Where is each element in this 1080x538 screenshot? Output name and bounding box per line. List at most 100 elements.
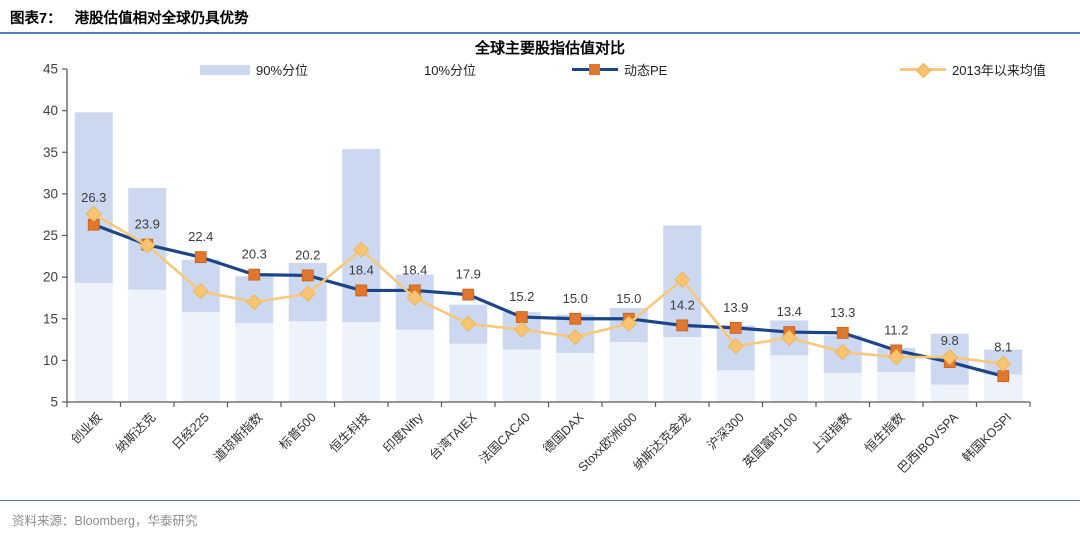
mean-marker-diamond — [85, 205, 102, 222]
bar-10pct — [74, 282, 113, 402]
mean-marker-diamond — [567, 328, 584, 346]
x-axis-category-label: 印度Nifty — [380, 409, 426, 455]
figure-footer: 资料来源：Bloomberg，华泰研究 — [0, 500, 1080, 538]
figure-header: 图表7： 港股估值相对全球仍具优势 — [0, 0, 1080, 34]
bar-10pct — [449, 343, 488, 402]
legend-line-swatch-icon — [900, 62, 946, 79]
bar-10pct — [181, 312, 220, 402]
bar-10pct — [395, 329, 434, 402]
pe-value-label: 15.2 — [509, 289, 534, 304]
data-labels: 26.3 23.9 22.4 20.3 20.2 18.4 18.4 17.9 15.2 15.0… — [81, 190, 1012, 355]
x-axis-category-label: 纳斯达克 — [113, 410, 158, 455]
legend-item: 90%分位 — [200, 60, 308, 79]
legend-label: 90%分位 — [256, 63, 309, 78]
pe-marker-square — [729, 322, 742, 334]
legend-label: 动态PE — [624, 63, 668, 78]
mean-marker-diamond — [781, 329, 798, 346]
bar-10pct — [342, 322, 381, 402]
chart: 全球主要股指估值对比 90%分位 10%分位 动态PE 2013年以来均值 5 10 15… — [0, 34, 1080, 496]
pe-value-label: 13.3 — [830, 305, 855, 320]
pe-marker-square — [248, 268, 261, 281]
x-axis-category-label: 韩国KOSPI — [959, 410, 1014, 465]
mean-marker-diamond — [941, 348, 958, 366]
pe-value-label: 8.1 — [994, 340, 1012, 355]
bar-10pct — [663, 337, 702, 402]
pe-value-label: 15.0 — [563, 291, 588, 306]
mean-marker-diamond — [620, 315, 637, 332]
pe-marker-square — [301, 269, 314, 282]
mean-marker-diamond — [834, 343, 851, 361]
x-axis-category-label: 英国富时100 — [740, 409, 801, 470]
legend-label: 10%分位 — [424, 63, 477, 78]
legend-line-swatch-icon — [572, 63, 618, 77]
pe-value-label: 22.4 — [188, 229, 213, 244]
mean-marker-diamond — [727, 338, 744, 355]
pe-marker-square — [355, 284, 368, 297]
y-axis-tick-label: 20 — [43, 270, 58, 285]
mean-marker-diamond — [139, 237, 156, 254]
y-axis-tick-label: 40 — [43, 103, 58, 118]
percentile-bars — [74, 112, 1023, 402]
bar-10pct — [930, 384, 969, 402]
x-axis-category-label: 道琼斯指数 — [211, 409, 266, 464]
x-axis-category-label: 恒生科技 — [327, 410, 373, 456]
mean-marker-diamond — [299, 285, 316, 302]
legend-item: 2013年以来均值 — [900, 60, 1046, 79]
y-axis-tick-label: 30 — [43, 186, 58, 201]
pe-marker-square — [194, 251, 207, 264]
bar-10pct — [877, 372, 916, 402]
bar-10pct — [609, 342, 648, 402]
pe-value-label: 15.0 — [616, 291, 641, 306]
y-axis-tick-label: 35 — [43, 145, 58, 160]
legend-item: 动态PE — [572, 60, 667, 79]
mean-marker-diamond — [246, 294, 263, 311]
bar-10pct — [235, 322, 274, 402]
series-dynamic-pe — [87, 218, 1010, 383]
x-axis-category-label: 恒生指数 — [861, 409, 907, 455]
x-axis-category-label: 德国DAX — [540, 409, 587, 456]
mean-marker-diamond — [192, 283, 209, 300]
pe-value-label: 26.3 — [81, 190, 106, 205]
pe-value-label: 23.9 — [135, 217, 160, 232]
pe-marker-square — [569, 312, 582, 325]
mean-marker-diamond — [353, 241, 370, 258]
x-axis-category-label: 纳斯达克金龙 — [630, 410, 694, 474]
pe-value-label: 18.4 — [402, 262, 427, 277]
bar-90pct — [74, 112, 113, 283]
bar-10pct — [288, 321, 327, 402]
legend-swatch-10pct-icon — [368, 64, 418, 75]
pe-value-label: 9.8 — [941, 333, 959, 348]
mean-marker-diamond — [888, 348, 905, 366]
x-axis-category-label: 标普500 — [277, 410, 319, 452]
bar-10pct — [128, 289, 167, 402]
chart-title: 全球主要股指估值对比 — [474, 40, 625, 57]
pe-marker-square — [515, 311, 528, 323]
bar-10pct — [502, 349, 541, 402]
x-axis-category-label: 沪深300 — [705, 410, 747, 452]
legend-item: 10%分位 — [368, 60, 476, 79]
pe-marker-square — [997, 370, 1010, 383]
x-axis-category-label: 台湾TAIEX — [426, 409, 480, 463]
pe-marker-square — [676, 319, 689, 332]
pe-value-label: 13.9 — [723, 300, 748, 315]
x-axis-category-label: 上证指数 — [808, 409, 854, 455]
pe-value-label: 13.4 — [777, 304, 802, 319]
source-note: 资料来源：Bloomberg，华泰研究 — [12, 514, 198, 528]
x-axis-category-label: 法国CAC40 — [477, 410, 533, 466]
bar-10pct — [716, 370, 755, 402]
mean-marker-diamond — [995, 355, 1012, 372]
y-axis-tick-label: 15 — [43, 311, 58, 326]
square-marker-icon — [589, 64, 600, 75]
pe-value-label: 17.9 — [456, 267, 481, 282]
x-axis-category-label: 创业板 — [68, 410, 105, 447]
figure-title: 港股估值相对全球仍具优势 — [74, 10, 249, 27]
chart-legend: 90%分位 10%分位 动态PE 2013年以来均值 — [0, 60, 1080, 80]
pe-value-label: 20.3 — [242, 247, 267, 262]
mean-marker-diamond — [406, 289, 423, 307]
pe-marker-square — [836, 327, 849, 339]
series-mean-since-2013 — [85, 205, 1012, 372]
pe-value-label: 20.2 — [295, 247, 320, 262]
y-axis-tick-label: 25 — [43, 228, 58, 243]
bar-10pct — [770, 355, 809, 402]
